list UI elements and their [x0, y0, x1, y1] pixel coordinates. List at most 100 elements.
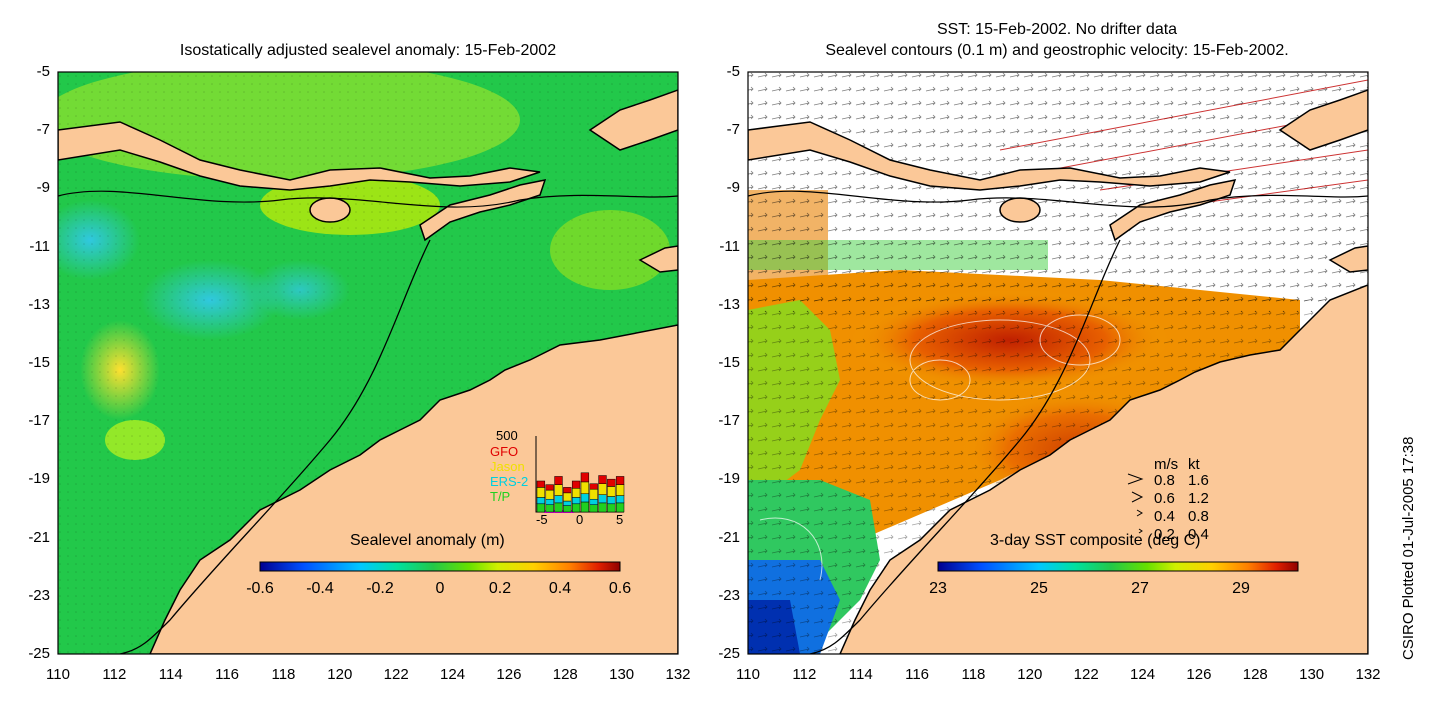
velocity-kt-value: 1.2: [1188, 490, 1209, 507]
x-tick-label: 132: [665, 666, 691, 683]
velocity-ms-value: 0.4: [1154, 508, 1175, 525]
histogram-bar-jason: [554, 484, 563, 496]
x-tick-label: 124: [1130, 666, 1156, 683]
y-tick-label: -5: [726, 63, 740, 80]
satellite-count-label: 500: [496, 428, 518, 443]
histogram-bar-tp: [615, 502, 625, 513]
colorbar-tick-label: 0: [435, 580, 445, 597]
x-tick-label: 112: [102, 666, 127, 683]
colorbar-tick-label: 27: [1131, 580, 1149, 597]
velocity-kt-value: 0.8: [1188, 508, 1209, 525]
y-tick-label: -7: [36, 121, 50, 139]
histogram-bar-ers: [536, 497, 546, 505]
histogram-bar-jason: [598, 483, 607, 495]
histogram-bar-tp: [589, 504, 598, 513]
colorbar-tick-label: -0.6: [246, 580, 274, 597]
x-tick-label: 122: [1073, 666, 1099, 683]
colorbar-tick-label: -0.4: [306, 580, 334, 597]
x-tick-label: 114: [848, 666, 873, 683]
histogram-bar-tp: [545, 504, 554, 513]
histogram-bar-gfo: [563, 487, 572, 494]
colorbar-tick-label: 29: [1232, 580, 1250, 597]
x-tick-label: 132: [1355, 666, 1381, 683]
colorbar-tick-label: 23: [929, 580, 947, 597]
y-tick-label: -13: [718, 295, 740, 313]
histogram-bar-ers: [607, 496, 616, 505]
velocity-legend-arrows: [1127, 473, 1144, 534]
histogram-bar-jason: [536, 487, 546, 498]
x-tick-label: 110: [736, 666, 760, 683]
left-colorbar: [259, 561, 621, 572]
satellite-mission-label: Jason: [490, 459, 525, 474]
histogram-bar-tp: [607, 503, 616, 513]
satellite-mission-label: GFO: [490, 444, 519, 459]
y-tick-label: -21: [28, 528, 50, 546]
satellite-axis-tick: 0: [576, 512, 584, 527]
x-tick-label: 124: [440, 666, 466, 683]
histogram-bar-jason: [607, 486, 616, 497]
x-tick-label: 118: [271, 666, 296, 683]
satellite-axis-tick: 5: [616, 512, 624, 527]
x-tick-label: 114: [158, 666, 183, 683]
histogram-bar-gfo: [580, 472, 590, 483]
histogram-bar-ers: [598, 494, 607, 504]
y-tick-label: -9: [726, 179, 740, 197]
histogram-bar-gfo: [607, 478, 616, 487]
x-tick-label: 126: [496, 666, 522, 683]
y-tick-label: -15: [28, 354, 50, 371]
histogram-bar-tp: [554, 502, 563, 513]
histogram-bar-tp: [563, 505, 572, 513]
right-colorbar-label: 3-day SST composite (deg C): [990, 532, 1201, 549]
colorbar-tick-label: 0.2: [488, 580, 512, 597]
x-tick-label: 116: [905, 666, 930, 683]
left-colorbar-label: Sealevel anomaly (m): [350, 532, 505, 549]
histogram-bar-ers: [554, 495, 563, 504]
velocity-header-ms: m/s: [1154, 456, 1179, 473]
velocity-kt-value: 1.6: [1188, 472, 1209, 489]
histogram-bar-gfo: [589, 483, 598, 490]
histogram-bar-ers: [615, 495, 625, 504]
satellite-histogram: [535, 436, 625, 513]
y-tick-label: -17: [28, 412, 50, 430]
histogram-bar-tp: [571, 503, 581, 513]
histogram-bar-jason: [580, 481, 590, 495]
velocity-header-kt: kt: [1188, 456, 1200, 473]
satellite-mission-label: T/P: [490, 489, 511, 504]
satellite-axis-tick: -5: [536, 512, 548, 527]
histogram-bar-gfo: [545, 484, 554, 491]
satellite-mission-label: ERS-2: [490, 474, 529, 489]
y-tick-label: -25: [28, 645, 50, 662]
histogram-bar-gfo: [571, 480, 581, 489]
y-tick-label: -21: [718, 528, 740, 546]
histogram-bar-jason: [615, 484, 625, 496]
y-tick-label: -23: [28, 586, 50, 604]
histogram-bar-gfo: [536, 480, 546, 488]
velocity-kt-value: 0.4: [1188, 526, 1209, 543]
y-tick-label: -7: [726, 121, 740, 139]
histogram-bar-jason: [589, 488, 598, 500]
left-panel-title: Isostatically adjusted sealevel anomaly:…: [179, 42, 557, 59]
velocity-ms-value: 0.6: [1154, 490, 1175, 507]
x-tick-label: 128: [1242, 666, 1268, 683]
y-tick-label: -15: [718, 354, 740, 371]
left-map: [58, 72, 678, 654]
colorbar-tick-label: 0.4: [548, 580, 572, 597]
x-tick-label: 120: [1017, 666, 1043, 683]
histogram-bar-gfo: [598, 475, 607, 484]
x-tick-label: 130: [609, 666, 635, 683]
right-colorbar: [937, 561, 1299, 572]
histogram-bar-ers: [589, 498, 598, 505]
y-tick-label: -17: [718, 412, 740, 430]
colorbar-tick-label: 0.6: [608, 580, 632, 597]
x-tick-label: 126: [1186, 666, 1212, 683]
x-tick-label: 110: [46, 666, 70, 683]
x-tick-label: 118: [961, 666, 986, 683]
right-panel-title-line1: SST: 15-Feb-2002. No drifter data: [936, 21, 1178, 38]
left-map-frame: [57, 71, 679, 655]
colorbar-tick-label: -0.2: [366, 580, 394, 597]
histogram-bar-jason: [563, 492, 572, 502]
x-tick-label: 112: [792, 666, 817, 683]
right-map-frame: [747, 71, 1369, 655]
right-panel-title-line2: Sealevel contours (0.1 m) and geostrophi…: [825, 42, 1289, 59]
histogram-bar-jason: [545, 489, 554, 500]
